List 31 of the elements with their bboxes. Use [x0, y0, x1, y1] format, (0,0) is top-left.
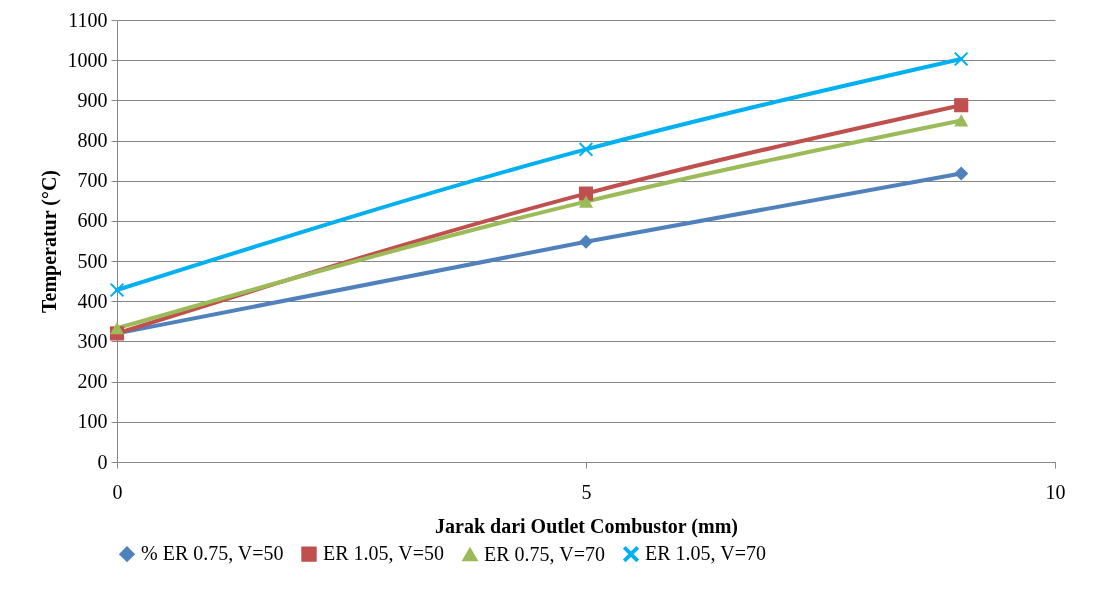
y-tick-label: 900	[77, 88, 108, 111]
legend-label: % ER 0.75, V=50	[141, 542, 284, 565]
y-tick-label: 700	[77, 169, 108, 192]
y-tick-label: 1100	[68, 8, 108, 31]
point	[954, 166, 969, 181]
point	[109, 322, 125, 335]
point	[954, 114, 969, 127]
legend-label: ER 1.05, V=50	[323, 542, 444, 565]
y-tick-label: 400	[77, 289, 108, 312]
y-axis-title: Temperatur (°C)	[37, 170, 61, 313]
point	[954, 98, 969, 113]
y-tick-label: 1000	[67, 48, 108, 71]
y-tick-label: 100	[77, 410, 108, 433]
x-tick-label: 5	[581, 480, 592, 503]
y-tick-label: 0	[97, 450, 108, 473]
y-tick-label: 600	[77, 209, 108, 232]
point	[578, 142, 594, 157]
point	[109, 282, 125, 298]
point	[578, 234, 594, 249]
y-tick-label: 300	[77, 329, 108, 352]
x-tick-label: 10	[1045, 480, 1066, 503]
y-tick-label: 500	[77, 249, 108, 272]
y-tick-label: 800	[77, 129, 108, 152]
point	[578, 195, 594, 208]
point	[954, 51, 969, 67]
point	[578, 186, 594, 201]
x-tick-label: 0	[112, 480, 123, 503]
legend-label: ER 1.05, V=70	[645, 542, 766, 565]
x-axis-title: Jarak dari Outlet Combustor (mm)	[435, 514, 738, 538]
y-tick-label: 200	[77, 370, 108, 393]
legend-label: ER 0.75, V=70	[484, 542, 605, 565]
